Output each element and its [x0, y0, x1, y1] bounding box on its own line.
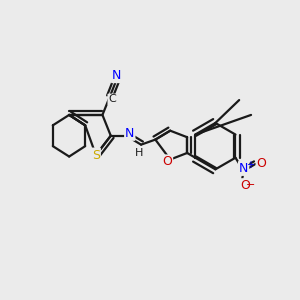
Text: O: O: [256, 158, 266, 170]
Text: N: N: [239, 162, 248, 175]
Text: S: S: [92, 148, 100, 162]
Text: +: +: [246, 160, 254, 170]
Text: C: C: [108, 94, 116, 104]
Text: N: N: [112, 69, 122, 82]
Text: O: O: [162, 155, 172, 168]
Text: H: H: [134, 148, 143, 158]
Text: −: −: [246, 180, 255, 190]
Text: O: O: [240, 179, 250, 192]
Text: N: N: [125, 127, 134, 140]
